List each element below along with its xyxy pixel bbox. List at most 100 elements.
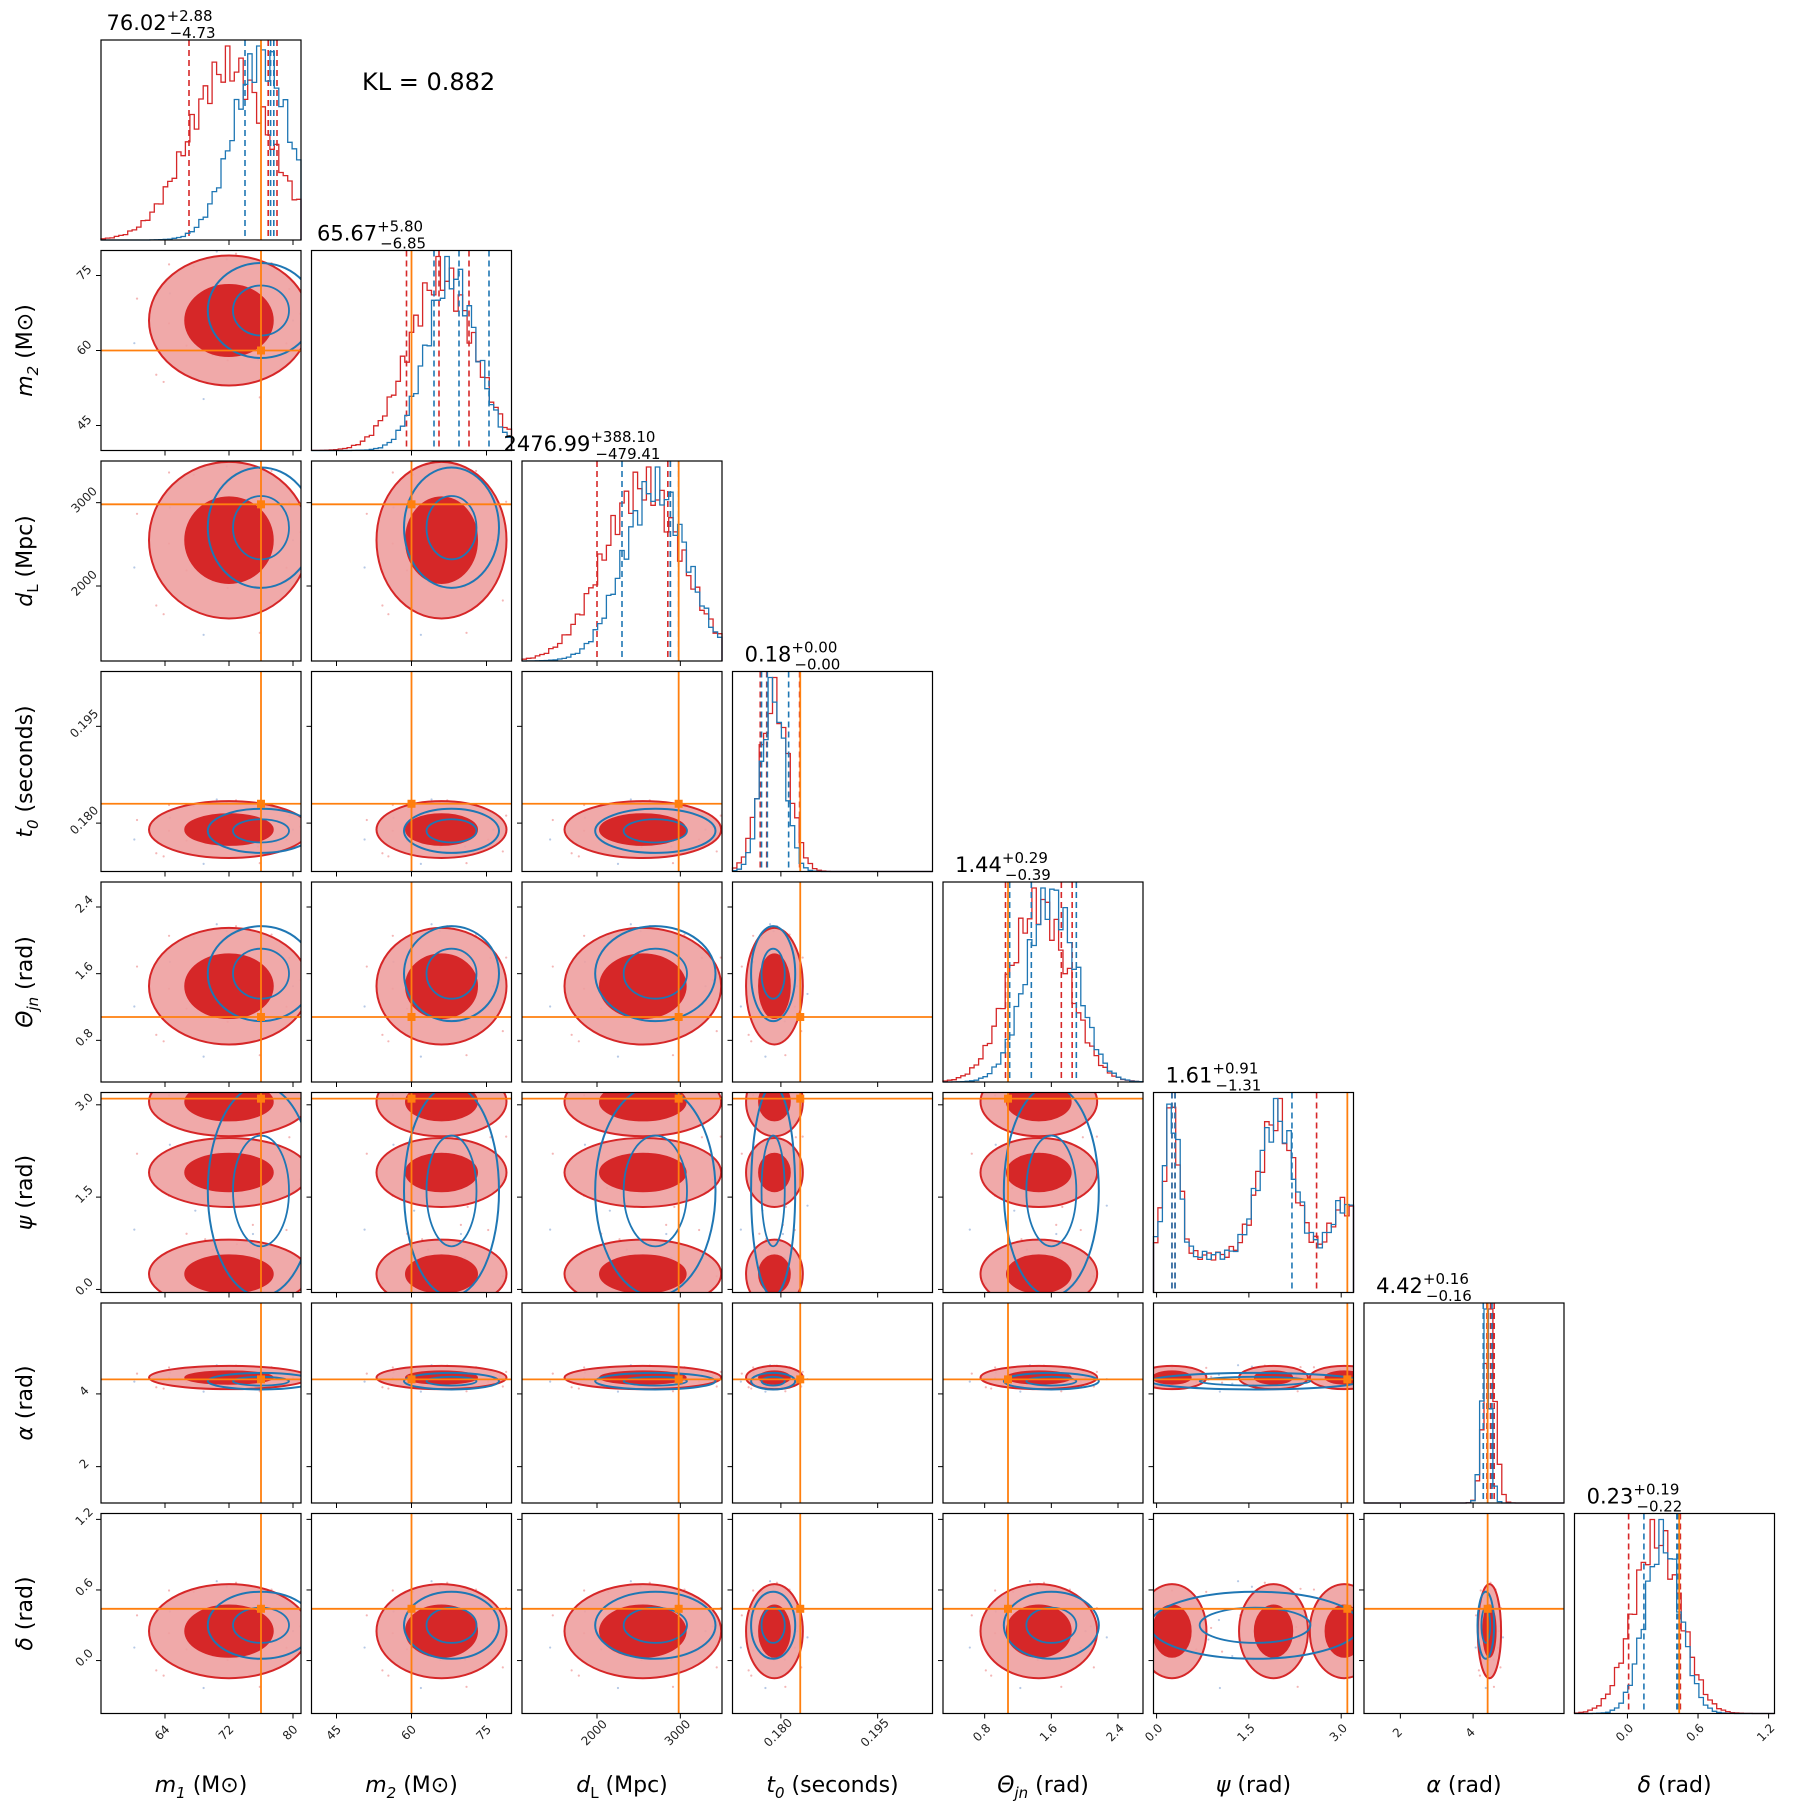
sample-point (1231, 1654, 1234, 1658)
sample-point (671, 1685, 675, 1688)
sample-point (162, 855, 165, 858)
sample-point (1231, 1382, 1234, 1385)
axis-label-subscript: jn (24, 997, 42, 1013)
sample-point (1220, 1381, 1224, 1384)
title-value: 4.42 (1376, 1274, 1423, 1298)
axis-label-subscript: L (24, 584, 42, 593)
title-value: 2476.99 (504, 432, 591, 456)
sample-point (505, 1135, 508, 1138)
axis-label-unit: (M⊙) (186, 1773, 248, 1798)
contour-blue-outer (1002, 1371, 1100, 1391)
x-tick-label-alpha: 4 (1463, 1725, 1478, 1740)
contour-blue-outer (594, 925, 717, 1023)
x-axis-label-theta_jn: Θjn (rad) (997, 1773, 1089, 1802)
axis-label-subscript: L (590, 1784, 599, 1802)
contour-blue-outer (403, 466, 500, 589)
sample-point (391, 1366, 394, 1369)
sample-point (501, 1385, 504, 1388)
x-tick-label-psi: 3.0 (1327, 1721, 1350, 1744)
contour-blue-outer (594, 1092, 717, 1293)
sample-point (583, 934, 586, 937)
axis-label-unit: (Mpc) (13, 515, 38, 584)
sample-point (162, 1387, 165, 1390)
sample-point (501, 599, 504, 602)
sample-point (583, 1366, 586, 1369)
sample-point (1028, 1580, 1031, 1583)
sample-point (1312, 1366, 1316, 1369)
sample-point (1236, 1364, 1240, 1367)
sample-point (1123, 1381, 1125, 1383)
contour-blue-outer (1153, 1590, 1354, 1660)
sample-point (549, 1380, 552, 1383)
sample-point (303, 599, 305, 601)
sample-point (740, 1372, 743, 1375)
sample-point (505, 500, 508, 503)
histogram-blue-psi (1152, 1097, 1355, 1293)
sample-point (618, 1238, 621, 1241)
axis-label-unit: (rad) (13, 936, 38, 997)
sample-point (616, 862, 620, 865)
sample-point (155, 852, 158, 855)
sample-point (135, 297, 139, 300)
panel-frame (942, 1512, 1144, 1715)
contour-red-inner (405, 1092, 478, 1122)
panel-frame (1152, 1512, 1355, 1715)
sample-point (700, 1136, 704, 1139)
sample-point (133, 1380, 136, 1383)
sample-point (387, 1040, 390, 1043)
sample-point (133, 1228, 136, 1231)
sample-point (740, 1152, 743, 1155)
contour-blue-inner (760, 1134, 786, 1248)
sample-point (321, 1636, 323, 1638)
sample-point (739, 1005, 742, 1008)
axis-label-unit: (seconds) (785, 1773, 899, 1798)
contour-red-inner (1006, 1092, 1072, 1122)
x-tick-label-m1: 80 (280, 1722, 301, 1743)
contour-blue-outer (750, 1371, 797, 1391)
sample-point (163, 1295, 165, 1297)
sample-point (551, 1372, 554, 1375)
scatter-panel-psi-delta (1152, 1512, 1355, 1715)
sample-point (321, 993, 323, 995)
sample-point (162, 1040, 165, 1043)
panel-frame (1152, 1091, 1355, 1294)
sample-point (474, 469, 478, 473)
title-minus: −4.73 (170, 24, 216, 42)
sample-point (155, 604, 158, 607)
sample-point (155, 1669, 158, 1672)
sample-point (1312, 1588, 1316, 1591)
scatter-panel-dL-alpha (521, 1302, 723, 1504)
sample-point (1060, 1685, 1063, 1688)
contour-red-inner (599, 953, 687, 1020)
x-tick-label-psi: 1.5 (1234, 1721, 1257, 1744)
x-tick-label-m2: 45 (323, 1722, 344, 1743)
scatter-panel-m1-delta (100, 1512, 323, 1715)
sample-point (419, 1686, 422, 1690)
x-tick-label-delta: 0.6 (1684, 1721, 1707, 1744)
x-axis-label-dL: dL (Mpc) (576, 1773, 668, 1802)
sample-point (740, 965, 743, 968)
sample-point (285, 1228, 288, 1232)
sample-point (303, 1030, 305, 1032)
sample-point (430, 1072, 432, 1074)
sample-point (1263, 1581, 1266, 1584)
title-minus: −6.85 (380, 235, 426, 253)
x-tick-label-t0: 0.180 (761, 1716, 795, 1750)
contour-red-inner (599, 1254, 687, 1293)
histogram-blue-theta_jn (943, 887, 1144, 1083)
sample-point (733, 832, 735, 834)
sample-point (739, 1380, 742, 1383)
contour-blue-outer (1476, 1590, 1496, 1660)
sample-point (303, 1385, 305, 1387)
sample-point (733, 1205, 735, 1207)
sample-point (202, 1390, 205, 1393)
title-minus: −0.22 (1636, 1498, 1682, 1516)
sample-point (776, 1076, 778, 1078)
title-value: 1.44 (955, 853, 1002, 877)
sample-point (806, 992, 809, 996)
x-tick-label-theta_jn: 2.4 (1103, 1721, 1126, 1744)
sample-point (365, 965, 368, 968)
sample-point (683, 933, 686, 936)
panel-frame (521, 1512, 723, 1715)
sample-point (516, 1378, 518, 1380)
